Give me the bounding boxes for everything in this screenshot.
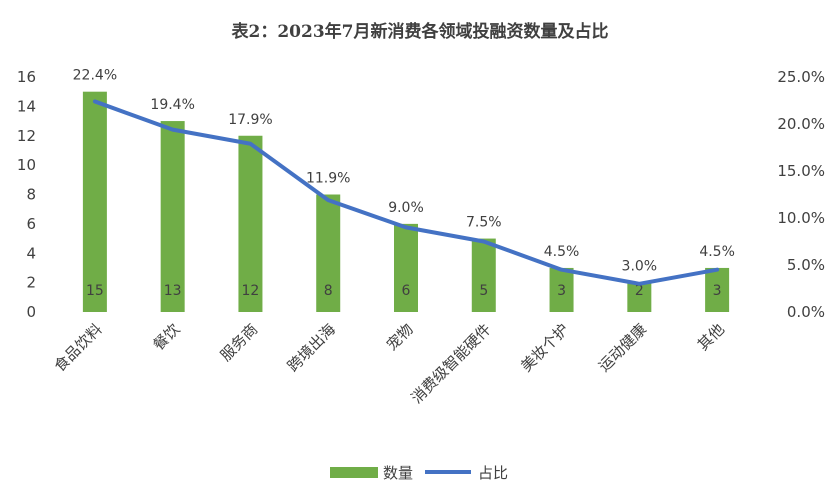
bar-value-label: 6 [402, 283, 411, 299]
percent-label: 4.5% [699, 244, 735, 260]
left-tick-label: 4 [26, 244, 36, 262]
left-tick-label: 2 [26, 274, 36, 292]
category-label: 食品饮料 [51, 320, 106, 375]
right-tick-label: 20.0% [777, 115, 825, 133]
right-tick-label: 5.0% [787, 256, 825, 274]
legend-swatch-bar [330, 467, 378, 478]
left-tick-label: 16 [17, 68, 36, 86]
right-tick-label: 0.0% [787, 303, 825, 321]
category-label: 运动健康 [595, 320, 650, 375]
legend-label-line: 占比 [478, 464, 508, 482]
bar-value-label: 2 [635, 283, 644, 299]
left-axis: 0 2 4 6 8 10 12 14 16 [17, 68, 36, 321]
bar [238, 135, 263, 312]
chart-title: 表2：2023年7月新消费各领域投融资数量及占比 [232, 21, 609, 42]
bar [627, 282, 652, 312]
bar [82, 91, 107, 312]
bar [705, 267, 730, 312]
category-label: 餐饮 [150, 320, 184, 354]
line-series: 22.4% 19.4% 17.9% 11.9% 9.0% 7.5% 4.5% 3.0% 4.5% [73, 68, 735, 286]
category-label: 服务商 [217, 320, 262, 365]
left-tick-label: 0 [26, 303, 36, 321]
bar-value-label: 8 [324, 283, 333, 299]
category-label: 跨境出海 [284, 320, 339, 375]
bar [394, 223, 418, 312]
percent-label: 7.5% [466, 215, 502, 231]
percent-label: 3.0% [622, 259, 658, 275]
percent-label: 11.9% [306, 171, 350, 187]
category-label: 消费级智能硬件 [408, 320, 495, 407]
left-tick-label: 14 [17, 97, 36, 115]
bar [316, 194, 341, 312]
left-tick-label: 10 [17, 156, 36, 174]
bar-value-label: 15 [86, 283, 104, 299]
category-label: 其他 [694, 320, 728, 354]
bar [549, 267, 574, 312]
percent-label: 17.9% [228, 112, 272, 128]
right-tick-label: 15.0% [777, 162, 825, 180]
category-label: 宠物 [383, 320, 417, 354]
right-tick-label: 25.0% [777, 68, 825, 86]
left-tick-label: 6 [26, 215, 36, 233]
bar-value-label: 12 [242, 283, 260, 299]
right-axis: 0.0% 5.0% 10.0% 15.0% 20.0% 25.0% [777, 68, 825, 321]
percent-label: 4.5% [544, 244, 580, 260]
left-tick-label: 8 [26, 186, 36, 204]
bar-series: 15 13 12 8 6 5 3 2 3 [82, 91, 730, 312]
bar-value-label: 13 [164, 283, 182, 299]
percent-label: 9.0% [388, 200, 424, 216]
left-tick-label: 12 [17, 127, 36, 145]
percent-label: 19.4% [150, 97, 194, 113]
bar-value-label: 5 [479, 283, 488, 299]
percent-label: 22.4% [73, 68, 117, 84]
bar [471, 238, 496, 312]
bar-value-label: 3 [713, 283, 722, 299]
right-tick-label: 10.0% [777, 209, 825, 227]
bar [160, 121, 185, 312]
legend-label-bar: 数量 [383, 464, 413, 482]
bar-value-label: 3 [557, 283, 566, 299]
category-label: 美妆个护 [517, 320, 572, 375]
legend: 数量 占比 [330, 464, 508, 482]
